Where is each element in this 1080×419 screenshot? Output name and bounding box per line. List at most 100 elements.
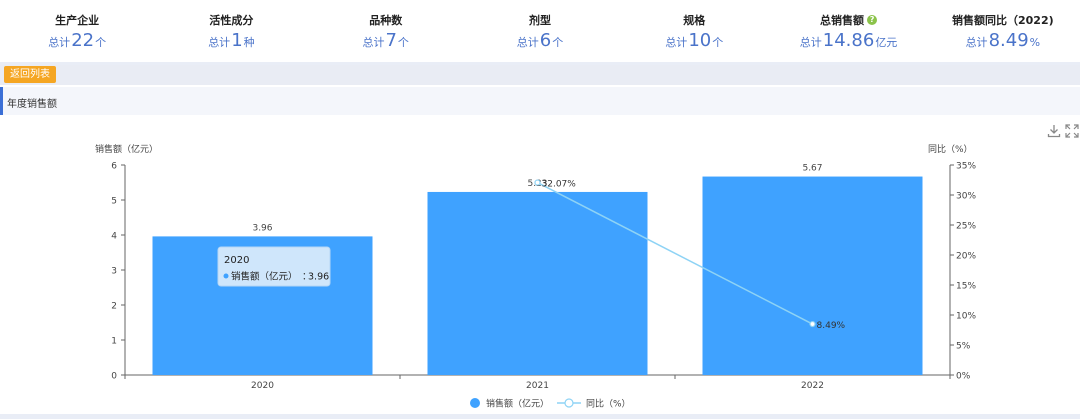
- y-axis-label-left: 销售额（亿元）: [95, 143, 158, 155]
- stat-number: 10: [688, 30, 712, 51]
- stat-card: 规格总计 10 个: [617, 0, 771, 62]
- stat-number: 8.49: [988, 30, 1029, 51]
- bar-data-label: 3.96: [252, 223, 272, 233]
- download-icon[interactable]: [1047, 124, 1061, 138]
- y-tick-label-right: 0%: [956, 372, 971, 382]
- question-circle-icon[interactable]: ?: [867, 15, 878, 25]
- stat-value: 总计 22 个: [48, 30, 106, 51]
- stat-card: 剂型总计 6 个: [463, 0, 617, 62]
- legend-label-bar: 销售额（亿元）: [486, 398, 549, 410]
- stat-label: 销售额同比（2022): [952, 12, 1054, 28]
- stat-label: 生产企业: [55, 12, 99, 28]
- stat-number: 6: [539, 30, 552, 51]
- yoy-data-label: 32.07%: [542, 180, 577, 190]
- stat-prefix: 总计: [965, 36, 988, 49]
- summary-stats: 生产企业 总计 22 个活性成分 总计 1 种品种数 总计 7 个剂型 总计 6 个规格 总计 10 个总销售…: [0, 0, 1080, 62]
- y-tick-label-right: 20%: [956, 252, 976, 262]
- stat-value: 总计 1 种: [208, 30, 254, 51]
- stat-label: 总销售额?: [820, 12, 878, 28]
- tooltip-value: 3.96: [308, 272, 329, 283]
- chart-svg: 0 1 2 3 4 5 6 0% 5% 10% 15% 20% 25% 30% 35% 销售额（亿元） 同比（%…: [95, 143, 976, 410]
- tooltip-title: 2020: [224, 255, 249, 266]
- section-title: 年度销售额: [7, 99, 57, 110]
- bar-data-label: 5.67: [802, 164, 822, 174]
- stat-number: 7: [385, 30, 397, 51]
- stat-card: 活性成分总计 1 种: [154, 0, 308, 62]
- x-tick-label: 2021: [526, 381, 549, 391]
- yoy-data-label: 8.49%: [817, 321, 846, 331]
- stat-card: 生产企业总计 22 个: [0, 0, 154, 62]
- bottom-divider: [0, 414, 1080, 419]
- x-tick-label: 2020: [251, 381, 274, 391]
- y-tick-label-left: 5: [111, 197, 117, 207]
- stat-label: 剂型: [529, 12, 551, 28]
- stat-card: 总销售额? 总计 14.86 亿元: [771, 0, 925, 62]
- y-tick-label-right: 10%: [956, 312, 976, 322]
- stat-prefix: 总计: [48, 36, 71, 49]
- stat-label: 活性成分: [209, 12, 253, 28]
- stat-unit: 亿元: [875, 36, 898, 49]
- y-tick-label-right: 15%: [956, 282, 976, 292]
- bar: [702, 176, 923, 375]
- tooltip-sep: ：: [302, 272, 312, 283]
- stat-number: 22: [71, 30, 95, 51]
- stat-label-text: 总销售额: [820, 14, 865, 27]
- stat-unit: 个: [397, 36, 409, 49]
- stat-prefix: 总计: [665, 36, 688, 49]
- stat-unit: 个: [95, 36, 107, 49]
- stat-number: 1: [231, 30, 243, 51]
- stat-prefix: 总计: [208, 36, 231, 49]
- legend-label-line: 同比（%）: [586, 398, 631, 410]
- stat-card: 品种数总计 7 个: [309, 0, 463, 62]
- stat-unit: %: [1029, 36, 1041, 49]
- stat-number: 14.86: [822, 30, 875, 51]
- stat-label-text: 销售额同比（2022): [952, 14, 1054, 27]
- stat-prefix: 总计: [799, 36, 822, 49]
- y-tick-label-left: 3: [111, 267, 117, 277]
- y-tick-label-left: 6: [111, 162, 117, 172]
- tooltip-series: 销售额（亿元）: [231, 271, 298, 283]
- y-tick-label-right: 35%: [956, 162, 976, 172]
- y-tick-label-right: 30%: [956, 192, 976, 202]
- stat-value: 总计 8.49%: [966, 30, 1041, 51]
- stat-label-text: 剂型: [528, 14, 551, 27]
- back-to-list-button[interactable]: 返回列表: [4, 66, 56, 83]
- y-tick-label-left: 4: [111, 232, 117, 242]
- y-tick-label-left: 2: [111, 302, 117, 312]
- yoy-point: [534, 179, 541, 186]
- y-axis-label-right: 同比（%）: [928, 143, 973, 155]
- section-header: 年度销售额: [0, 87, 1080, 115]
- stat-label: 规格: [683, 12, 705, 28]
- tooltip-box: [217, 246, 331, 287]
- legend-swatch-line-marker: [564, 398, 574, 408]
- x-tick-label: 2022: [801, 381, 824, 391]
- fullscreen-icon[interactable]: [1065, 124, 1079, 138]
- stat-label-text: 规格: [683, 14, 706, 27]
- divider: [0, 62, 1080, 65]
- stat-label-text: 生产企业: [55, 14, 100, 27]
- stat-value: 总计 14.86 亿元: [800, 30, 898, 51]
- stat-unit: 种: [243, 36, 255, 49]
- y-tick-label-left: 0: [111, 372, 117, 382]
- stat-value: 总计 7 个: [362, 30, 408, 51]
- legend-swatch-bar: [470, 398, 480, 408]
- stat-prefix: 总计: [516, 36, 539, 49]
- stat-card: 销售额同比（2022) 总计 8.49%: [926, 0, 1080, 62]
- yoy-point: [809, 320, 816, 328]
- yoy-line: [537, 181, 813, 325]
- tooltip-marker: [223, 273, 229, 279]
- stat-unit: 个: [712, 36, 724, 49]
- stat-value: 总计 10 个: [665, 30, 723, 51]
- stat-label-text: 活性成分: [209, 14, 254, 27]
- annual-sales-chart: 0 1 2 3 4 5 6 0% 5% 10% 15% 20% 25% 30% 35% 销售额（亿元） 同比（%…: [0, 118, 1080, 414]
- bar: [427, 191, 648, 375]
- y-tick-label-right: 5%: [956, 342, 971, 352]
- stat-value: 总计 6 个: [517, 30, 563, 51]
- section-accent-bar: [0, 87, 3, 115]
- y-tick-label-left: 1: [111, 337, 117, 347]
- stat-unit: 个: [552, 36, 564, 49]
- nav-bar: 返回列表: [0, 65, 1080, 85]
- stat-label-text: 品种数: [369, 14, 403, 27]
- stat-label: 品种数: [369, 12, 402, 28]
- y-tick-label-right: 25%: [956, 222, 976, 232]
